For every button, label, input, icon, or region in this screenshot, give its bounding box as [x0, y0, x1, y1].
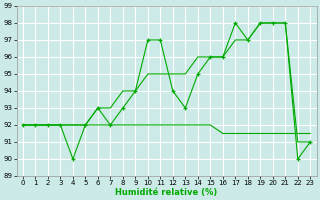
X-axis label: Humidité relative (%): Humidité relative (%): [116, 188, 218, 197]
